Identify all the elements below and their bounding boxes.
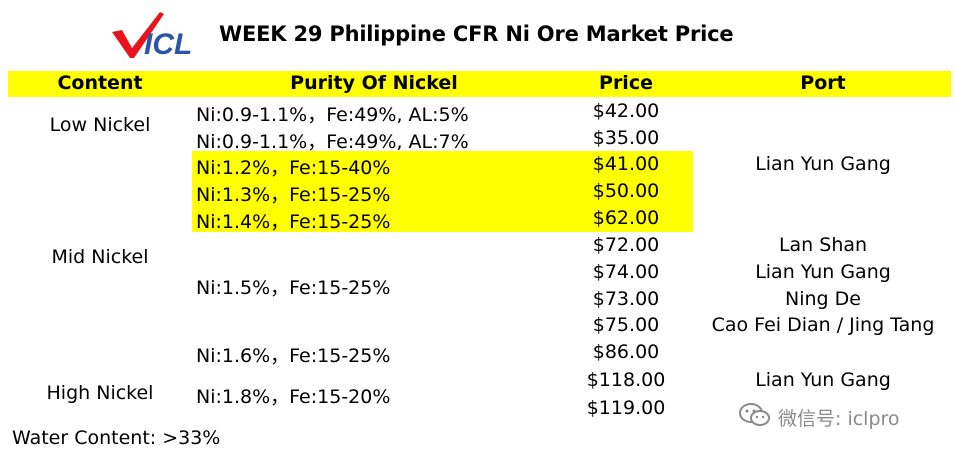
purity-cell: Ni:0.9-1.1%，Fe:49%, AL:7% <box>196 131 469 153</box>
price-cell: $74.00 <box>592 261 660 283</box>
port-cell: Cao Fei Dian / Jing Tang <box>711 314 935 336</box>
price-cell: $72.00 <box>592 234 660 256</box>
price-cell: $41.00 <box>592 153 660 175</box>
highlight-band <box>192 151 693 232</box>
price-cell: $75.00 <box>592 314 660 336</box>
col-header-purity: Purity Of Nickel <box>290 72 458 94</box>
col-header-content: Content <box>57 72 143 94</box>
purity-cell: Ni:0.9-1.1%，Fe:49%, AL:5% <box>196 104 469 126</box>
price-cell: $42.00 <box>592 100 660 122</box>
col-header-price: Price <box>599 72 653 94</box>
port-cell: Lian Yun Gang <box>755 153 891 175</box>
purity-cell: Ni:1.8%，Fe:15-20% <box>196 386 391 408</box>
port-cell: Lian Yun Gang <box>755 369 891 391</box>
col-header-port: Port <box>800 72 846 94</box>
price-cell: $62.00 <box>592 207 660 229</box>
wechat-id: 微信号: iclpro <box>778 408 900 430</box>
price-cell: $119.00 <box>586 397 666 419</box>
logo-text: ICL <box>144 28 192 60</box>
wechat-watermark: 微信号: iclpro <box>738 402 900 433</box>
wechat-icon <box>738 402 772 433</box>
purity-cell: Ni:1.3%，Fe:15-25% <box>196 184 391 206</box>
group-high-nickel: High Nickel <box>46 382 154 404</box>
purity-cell: Ni:1.6%，Fe:15-25% <box>196 345 391 367</box>
port-cell: Lian Yun Gang <box>755 261 891 283</box>
price-cell: $86.00 <box>592 341 660 363</box>
group-mid-nickel: Mid Nickel <box>51 246 149 268</box>
port-cell: Ning De <box>785 288 861 310</box>
port-cell: Lan Shan <box>778 234 868 256</box>
page-title: WEEK 29 Philippine CFR Ni Ore Market Pri… <box>219 22 734 46</box>
price-cell: $118.00 <box>586 369 666 391</box>
purity-cell: Ni:1.5%，Fe:15-25% <box>196 277 391 299</box>
price-cell: $73.00 <box>592 288 660 310</box>
water-content-note: Water Content: >33% <box>12 427 221 449</box>
purity-cell: Ni:1.4%，Fe:15-25% <box>196 211 391 233</box>
price-cell: $35.00 <box>592 127 660 149</box>
price-cell: $50.00 <box>592 180 660 202</box>
purity-cell: Ni:1.2%，Fe:15-40% <box>196 157 391 179</box>
icl-logo: ICL <box>108 10 216 61</box>
header-band <box>8 71 951 97</box>
group-low-nickel: Low Nickel <box>49 114 151 136</box>
